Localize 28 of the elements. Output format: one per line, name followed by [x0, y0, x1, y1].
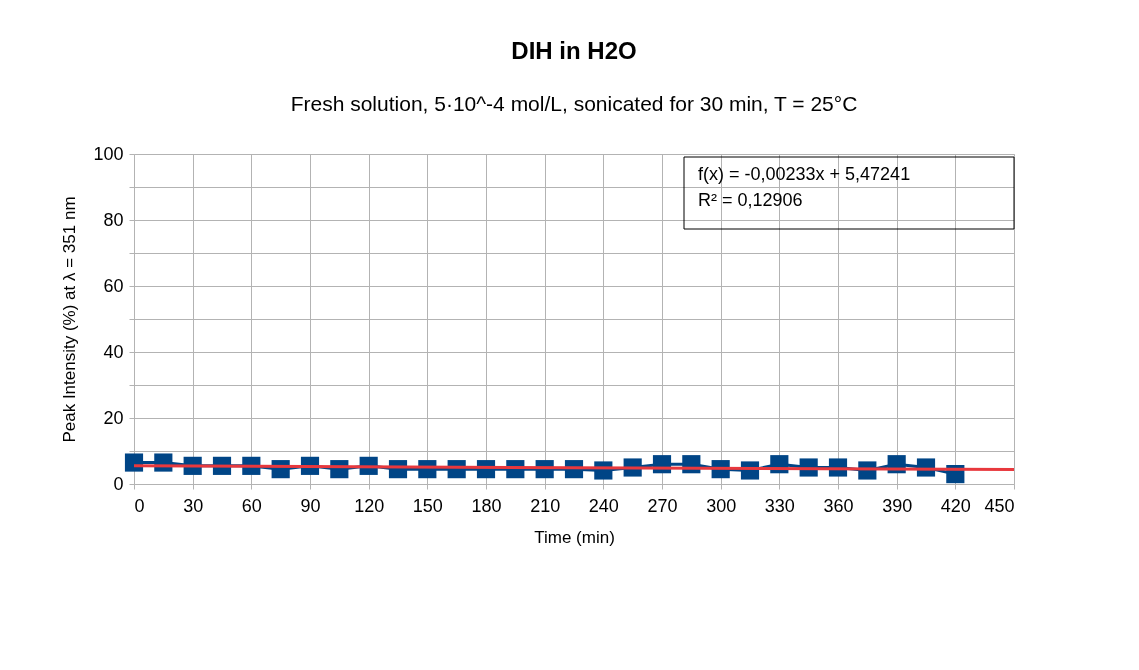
y-tick-label: 0: [113, 473, 124, 494]
x-tick-label: 390: [882, 495, 913, 516]
x-tick-label: 450: [984, 495, 1015, 516]
x-tick-label: 0: [134, 495, 145, 516]
x-tick-label: 270: [647, 495, 678, 516]
y-tick-label: 60: [103, 275, 124, 296]
x-tick-label: 30: [183, 495, 204, 516]
x-tick-label: 240: [588, 495, 619, 516]
x-tick-label: 180: [471, 495, 502, 516]
x-tick-label: 330: [764, 495, 795, 516]
x-axis-title: Time (min): [534, 527, 615, 547]
x-tick-label: 210: [530, 495, 561, 516]
x-tick-label: 120: [354, 495, 385, 516]
annotation: f(x) = -0,00233x + 5,47241: [698, 164, 911, 184]
x-tick-label: 150: [412, 495, 443, 516]
x-tick-label: 420: [940, 495, 971, 516]
chart-title: DIH in H2O: [511, 37, 637, 64]
y-tick-label: 20: [103, 407, 124, 428]
x-tick-label: 60: [241, 495, 262, 516]
y-tick-label: 40: [103, 341, 124, 362]
y-tick-label: 100: [93, 143, 124, 164]
chart-subtitle: Fresh solution, 5·10^-4 mol/L, sonicated for 30 min, T = 25°C: [290, 92, 858, 115]
x-tick-label: 360: [823, 495, 854, 516]
x-tick-label: 90: [300, 495, 321, 516]
y-axis-title: Peak Intensity (%) at λ = 351 nm: [60, 196, 80, 443]
y-tick-label: 80: [103, 209, 124, 230]
x-tick-label: 300: [706, 495, 737, 516]
annotation: R² = 0,12906: [698, 190, 803, 210]
